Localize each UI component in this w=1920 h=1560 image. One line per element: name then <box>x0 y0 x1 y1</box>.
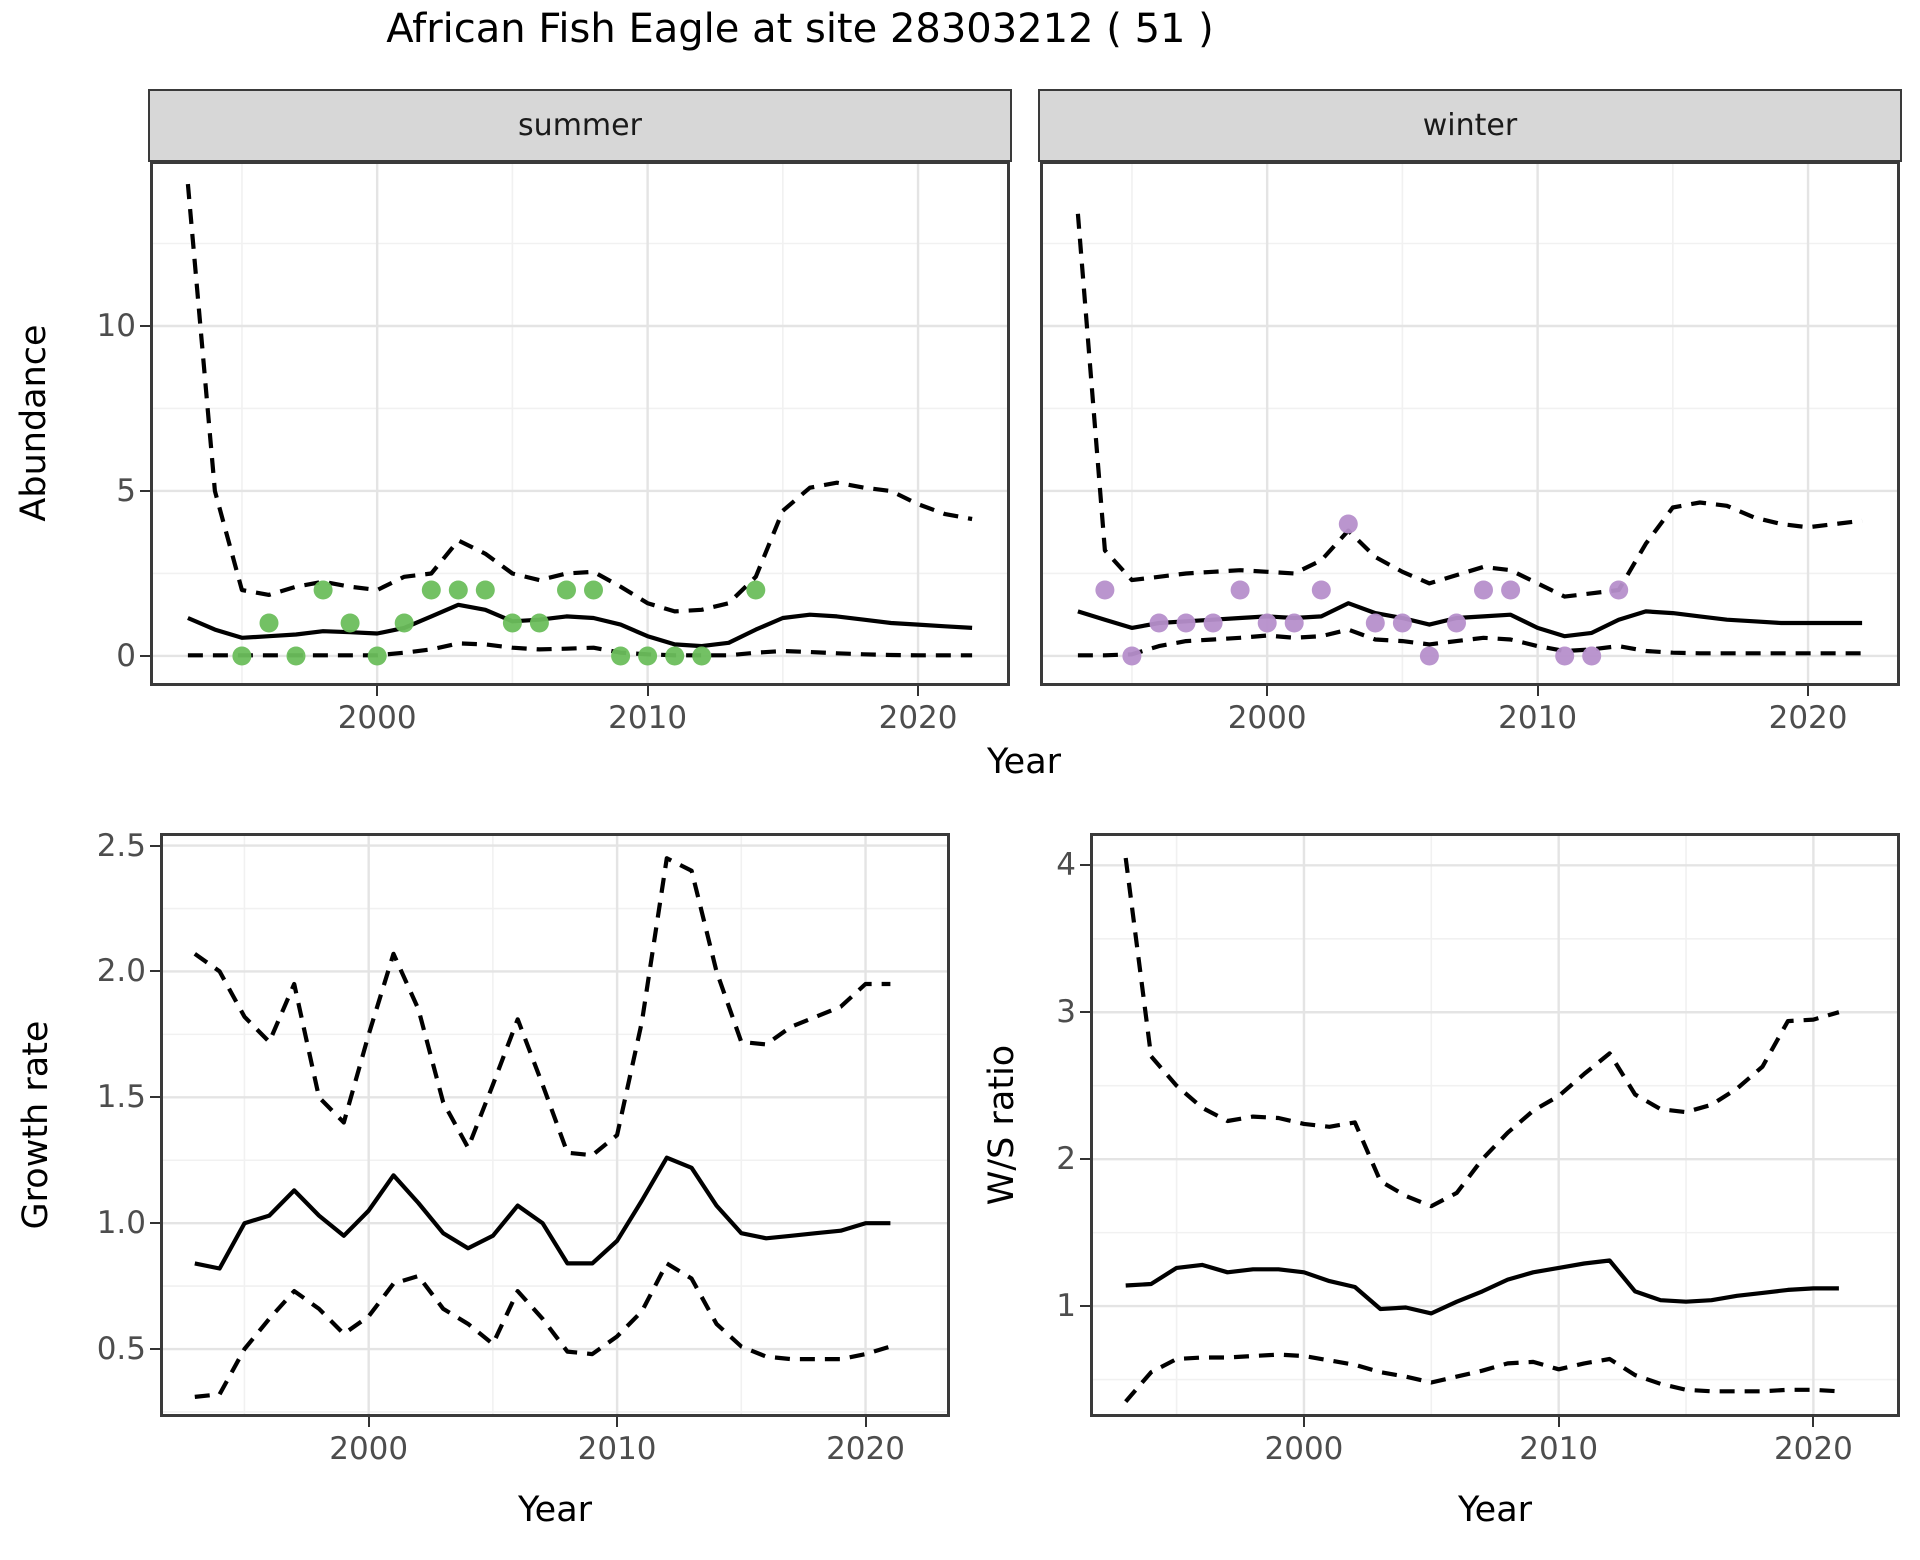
y-axis-tick <box>150 970 160 973</box>
y-axis-tick-label: 10 <box>96 307 136 344</box>
ws-ratio-y-axis-title: W/S ratio <box>982 1044 1022 1206</box>
facet-strip-winter-label: winter <box>1422 108 1518 143</box>
facet-strip-summer: summer <box>148 89 1012 162</box>
y-axis-tick-label: 1.5 <box>96 1079 146 1116</box>
x-axis-tick <box>616 1417 619 1427</box>
y-axis-tick <box>1080 1305 1090 1308</box>
y-axis-tick-label: 0 <box>116 637 136 674</box>
x-axis-tick-label: 2000 <box>1227 700 1307 736</box>
y-axis-tick-label: 3 <box>1056 994 1076 1031</box>
abundance-x-axis-title: Year <box>986 742 1062 782</box>
y-axis-tick-label: 0.5 <box>96 1331 146 1368</box>
y-axis-tick <box>140 324 150 327</box>
x-axis-tick <box>1302 1417 1305 1427</box>
facet-strip-summer-label: summer <box>518 108 642 143</box>
growth-rate-y-axis-title: Growth rate <box>16 1020 56 1230</box>
x-axis-tick-label: 2010 <box>1498 700 1578 736</box>
y-axis-tick-label: 5 <box>116 472 136 509</box>
y-axis-tick <box>1080 1158 1090 1161</box>
x-axis-tick-label: 2010 <box>608 700 688 736</box>
x-axis-tick <box>1812 1417 1815 1427</box>
ws-ratio-x-axis-title: Year <box>1457 1490 1533 1530</box>
x-axis-tick <box>1557 1417 1560 1427</box>
facet-strip-winter: winter <box>1038 89 1902 162</box>
y-axis-tick <box>150 1096 160 1099</box>
x-axis-tick-label: 2000 <box>337 700 417 736</box>
x-axis-tick-label: 2000 <box>329 1431 409 1467</box>
growth-rate-x-axis-title: Year <box>517 1490 593 1530</box>
y-axis-tick-label: 1 <box>1056 1288 1076 1325</box>
y-axis-tick <box>1080 1011 1090 1014</box>
y-axis-tick <box>1080 864 1090 867</box>
ws-ratio-panel <box>1090 833 1900 1417</box>
y-axis-tick-label: 4 <box>1056 847 1076 884</box>
x-axis-tick <box>864 1417 867 1427</box>
figure-title: African Fish Eagle at site 28303212 ( 51… <box>386 6 1214 52</box>
x-axis-tick-label: 2020 <box>1773 1431 1853 1467</box>
x-axis-tick-label: 2020 <box>1768 700 1848 736</box>
x-axis-tick <box>646 686 649 696</box>
x-axis-tick <box>917 686 920 696</box>
y-axis-tick-label: 2.5 <box>96 827 146 864</box>
x-axis-tick <box>376 686 379 696</box>
x-axis-tick <box>1266 686 1269 696</box>
x-axis-tick <box>367 1417 370 1427</box>
y-axis-tick-label: 2 <box>1056 1141 1076 1178</box>
x-axis-tick <box>1807 686 1810 696</box>
y-axis-tick <box>150 1348 160 1351</box>
y-axis-tick-label: 1.0 <box>96 1205 146 1242</box>
x-axis-tick-label: 2010 <box>1519 1431 1599 1467</box>
y-axis-tick-label: 2.0 <box>96 953 146 990</box>
y-axis-tick <box>140 489 150 492</box>
y-axis-tick <box>140 654 150 657</box>
growth-rate-panel <box>160 833 950 1417</box>
x-axis-tick-label: 2000 <box>1264 1431 1344 1467</box>
x-axis-tick-label: 2010 <box>577 1431 657 1467</box>
x-axis-tick <box>1536 686 1539 696</box>
summer-abundance-panel <box>150 161 1010 686</box>
y-axis-tick <box>150 844 160 847</box>
winter-abundance-panel <box>1040 161 1900 686</box>
x-axis-tick-label: 2020 <box>826 1431 905 1467</box>
y-axis-tick <box>150 1222 160 1225</box>
x-axis-tick-label: 2020 <box>878 700 958 736</box>
